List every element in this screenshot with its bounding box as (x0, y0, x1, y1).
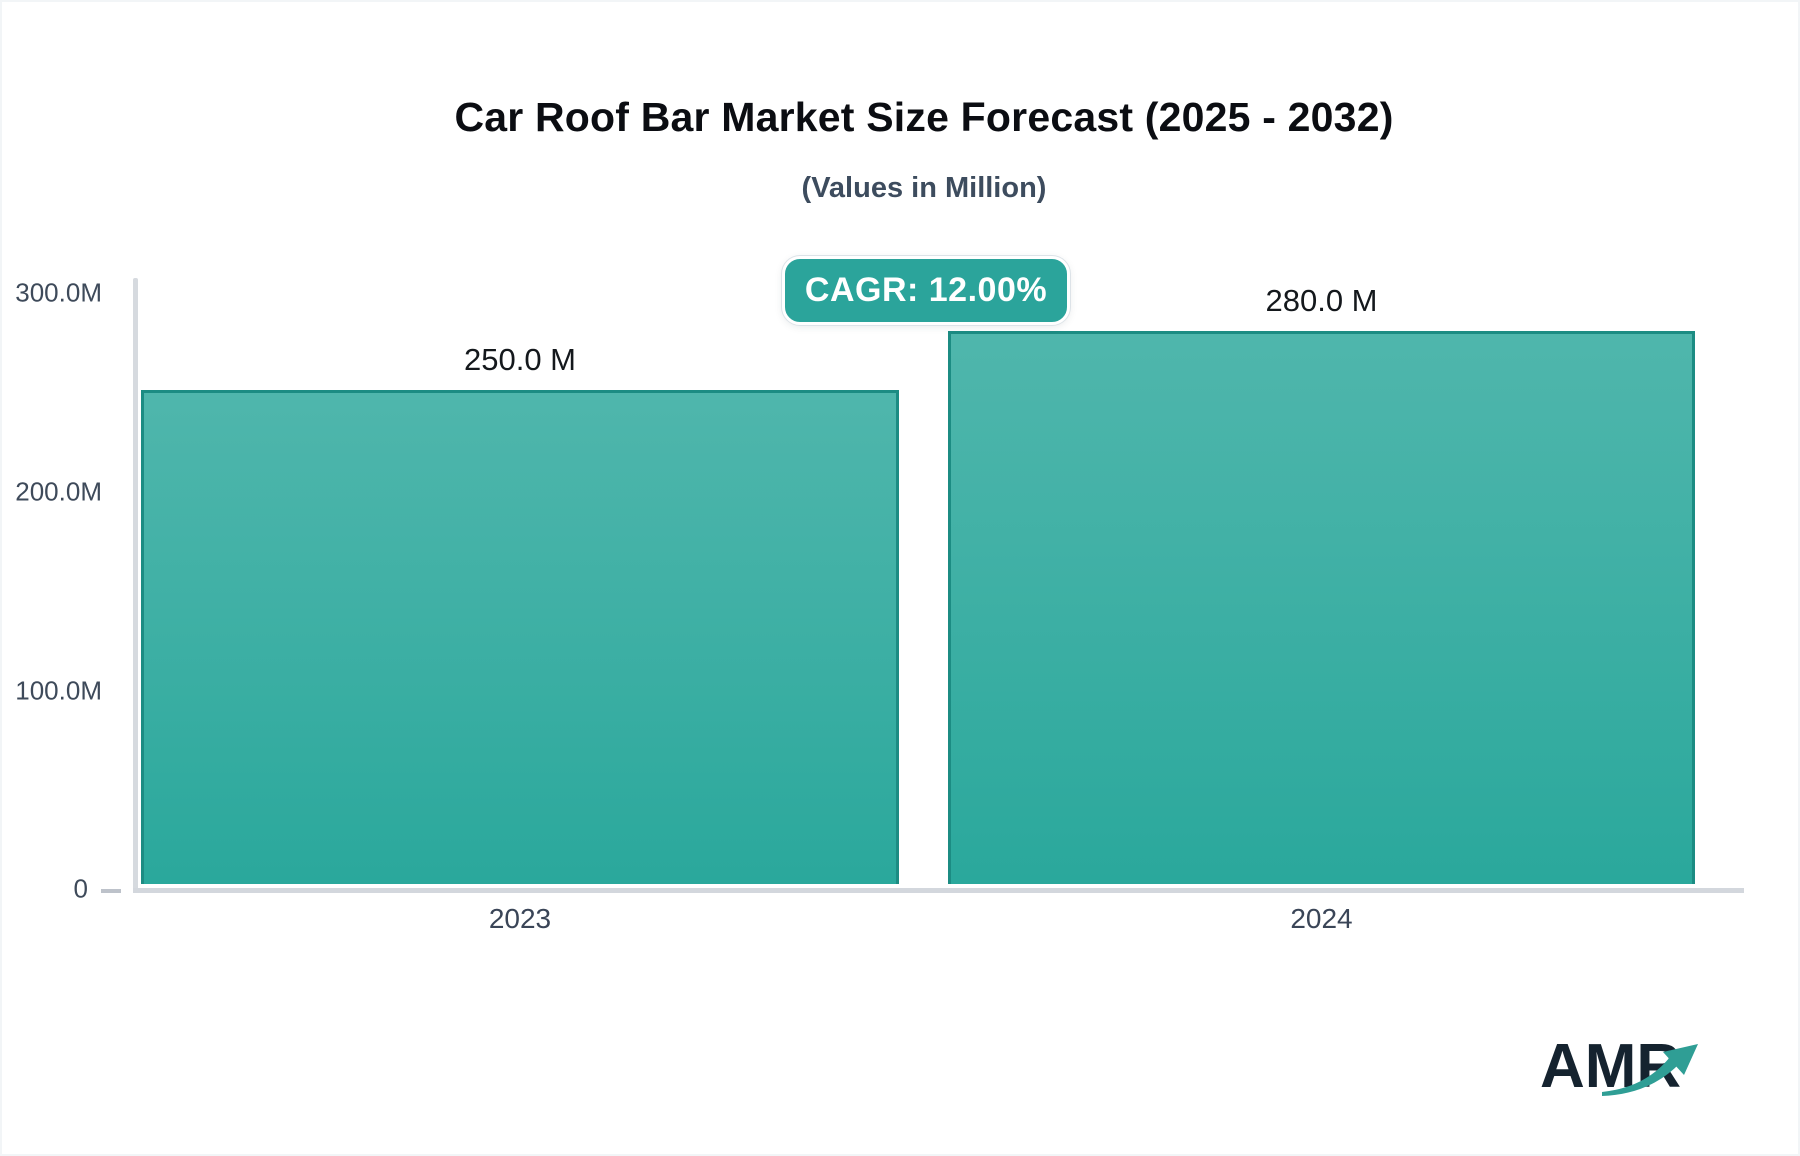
y-axis-zero-tick (101, 889, 121, 893)
y-tick-label-0: 0 (73, 873, 88, 904)
x-tick-label-2023: 2023 (488, 903, 552, 934)
bar-value-label: 250.0 M (463, 342, 576, 377)
amr-logo: AMR (1540, 1030, 1770, 1130)
amr-logo-text: AMR (1540, 1032, 1682, 1101)
chart-title: Car Roof Bar Market Size Forecast (2025 … (454, 94, 1394, 140)
bar-2023 (141, 390, 899, 884)
cagr-badge: CAGR: 12.00% (782, 256, 1070, 325)
y-tick-label-200: 200.0M (15, 476, 102, 507)
y-tick-label-100: 100.0M (15, 675, 102, 706)
y-axis-line (133, 278, 138, 893)
y-tick-label-300: 300.0M (15, 277, 102, 308)
bar-group-2023: 250.0 M 2023 (141, 342, 899, 934)
trend-up-arrow-icon (1602, 1044, 1698, 1096)
bar-group-2024: 280.0 M 2024 (948, 283, 1695, 934)
chart-subtitle: (Values in Million) (801, 172, 1047, 204)
x-tick-label-2024: 2024 (1290, 903, 1353, 934)
bar-value-label: 280.0 M (1265, 283, 1378, 318)
x-axis-line (133, 888, 1744, 893)
bar-2024 (948, 331, 1695, 884)
